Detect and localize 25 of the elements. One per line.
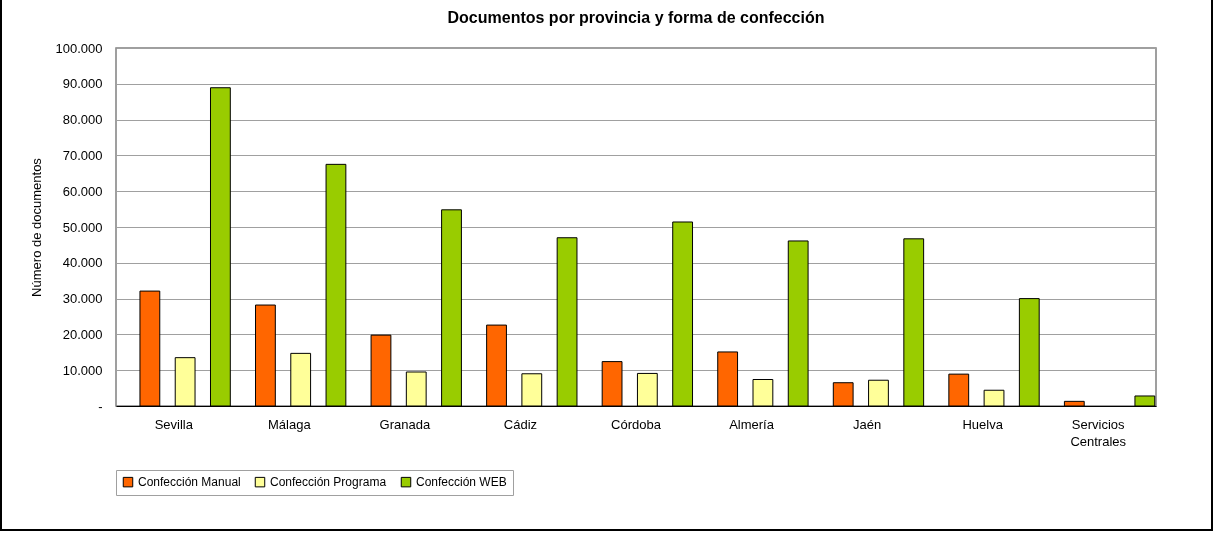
legend-label: Confección Programa <box>270 475 387 490</box>
y-tick-label: - <box>98 398 103 414</box>
y-axis-title: Número de documentos <box>28 157 44 297</box>
x-tick-label: Sevilla <box>154 416 194 432</box>
y-tick-label: 100.000 <box>55 40 103 56</box>
y-tick-label: 10.000 <box>62 362 103 378</box>
x-tick-label: Granada <box>379 416 431 432</box>
y-tick-label: 90.000 <box>62 76 103 92</box>
y-tick-label: 80.000 <box>62 112 103 128</box>
x-tick-label: Almería <box>729 416 775 432</box>
x-tick-label: Jaén <box>853 416 882 432</box>
y-tick-label: 70.000 <box>62 147 103 163</box>
y-tick-label: 30.000 <box>62 291 103 307</box>
x-tick-label: Málaga <box>268 416 312 432</box>
legend-label: Confección Manual <box>138 475 241 490</box>
x-tick-label: Huelva <box>962 416 1004 432</box>
y-tick-label: 40.000 <box>62 255 103 271</box>
y-tick-label: 60.000 <box>62 183 103 199</box>
chart-title: Documentos por provincia y forma de confección <box>447 9 825 26</box>
x-tick-label: Córdoba <box>611 416 662 432</box>
x-tick-label: Servicios Centrales <box>1070 416 1127 449</box>
y-tick-label: 20.000 <box>62 326 103 342</box>
y-tick-label: 50.000 <box>62 219 103 235</box>
x-tick-label: Cádiz <box>503 416 538 432</box>
legend-label: Confección WEB <box>416 475 507 490</box>
